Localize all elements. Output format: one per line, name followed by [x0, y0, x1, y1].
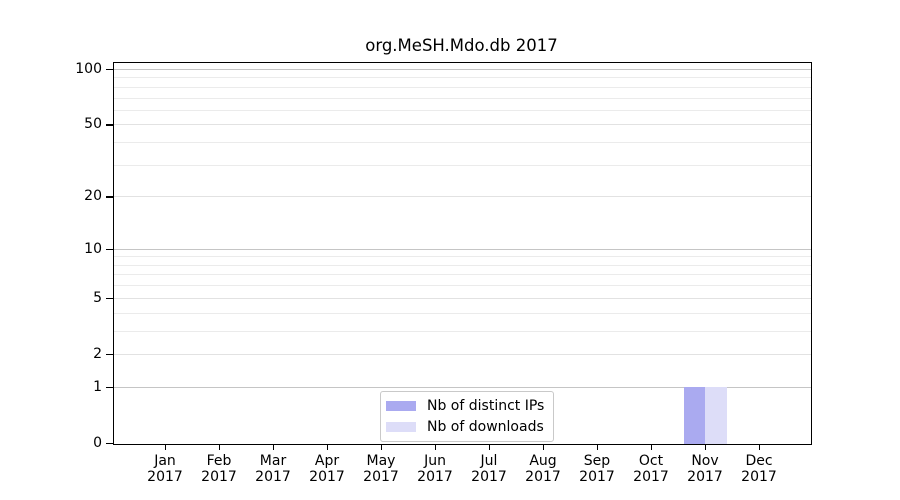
x-tick-label: Jan 2017 — [147, 453, 183, 485]
y-tick — [106, 124, 113, 126]
legend: Nb of distinct IPs Nb of downloads — [380, 391, 555, 442]
y-tick — [106, 248, 113, 250]
y-tick-label: 2 — [93, 345, 102, 362]
gridline-5 — [114, 297, 811, 299]
y-tick — [106, 196, 113, 198]
gridline-2 — [114, 353, 811, 355]
gridline-minor — [114, 285, 811, 287]
x-tick — [650, 445, 652, 450]
legend-swatch-downloads — [386, 422, 416, 432]
x-tick — [272, 445, 274, 450]
gridline-minor — [114, 97, 811, 99]
x-tick-label: Jun 2017 — [417, 453, 453, 485]
gridline-50 — [114, 124, 811, 126]
y-tick-label: 100 — [75, 61, 102, 77]
gridline-minor — [114, 256, 811, 258]
x-tick-label: Apr 2017 — [309, 453, 345, 485]
y-tick — [106, 386, 113, 389]
x-tick — [704, 445, 706, 450]
x-tick — [164, 445, 166, 450]
legend-swatch-distinct-ips — [386, 401, 416, 411]
gridline-20 — [114, 196, 811, 198]
legend-label-downloads: Nb of downloads — [427, 419, 544, 435]
bar-nb-of-distinct-ips-nov — [683, 386, 705, 444]
gridline-minor — [114, 264, 811, 266]
x-tick-label: Feb 2017 — [201, 453, 237, 485]
gridline-minor — [114, 330, 811, 332]
y-tick-label: 5 — [93, 289, 102, 306]
legend-item-distinct-ips: Nb of distinct IPs — [386, 397, 544, 415]
y-tick — [106, 69, 113, 71]
legend-label-distinct-ips: Nb of distinct IPs — [427, 398, 545, 414]
gridline-10 — [114, 248, 811, 250]
gridline-minor — [114, 109, 811, 111]
x-tick — [434, 445, 436, 450]
y-tick — [106, 297, 113, 300]
y-tick-label: 1 — [93, 378, 102, 395]
legend-item-downloads: Nb of downloads — [386, 418, 544, 436]
x-tick — [488, 445, 490, 450]
gridline-minor — [114, 86, 811, 88]
gridline-minor — [114, 164, 811, 166]
gridline-minor — [114, 312, 811, 314]
x-tick — [380, 445, 382, 450]
x-tick — [542, 445, 544, 450]
x-tick-label: Jul 2017 — [471, 453, 507, 485]
y-tick-label: 20 — [84, 188, 102, 205]
plot-area: 0 1 2 5 10 20 50 100 Jan 2017 Feb 2017 Mar 2017 Apr 201… — [75, 62, 812, 485]
y-tick-label: 0 — [93, 435, 102, 451]
gridline-minor — [114, 274, 811, 276]
x-tick — [596, 445, 598, 450]
chart-title: org.MeSH.Mdo.db 2017 — [365, 36, 558, 55]
gridline-1 — [114, 386, 811, 388]
x-tick-label: Sep 2017 — [579, 453, 615, 485]
x-tick-label: May 2017 — [363, 453, 399, 485]
x-tick-label: Oct 2017 — [633, 453, 669, 485]
x-tick — [758, 445, 760, 450]
x-tick — [326, 445, 328, 450]
y-tick — [106, 443, 113, 445]
x-tick-label: Nov 2017 — [687, 453, 723, 485]
y-tick-label: 10 — [84, 240, 102, 257]
bar-nb-of-downloads-nov — [705, 386, 727, 444]
gridline-minor — [114, 142, 811, 144]
y-tick-label: 50 — [84, 116, 102, 133]
y-tick — [106, 353, 113, 356]
x-tick-label: Dec 2017 — [741, 453, 777, 485]
x-tick-label: Mar 2017 — [255, 453, 291, 485]
x-tick — [218, 445, 220, 450]
gridline-minor — [114, 77, 811, 79]
gridline-100 — [114, 69, 811, 70]
x-tick-label: Aug 2017 — [525, 453, 561, 485]
